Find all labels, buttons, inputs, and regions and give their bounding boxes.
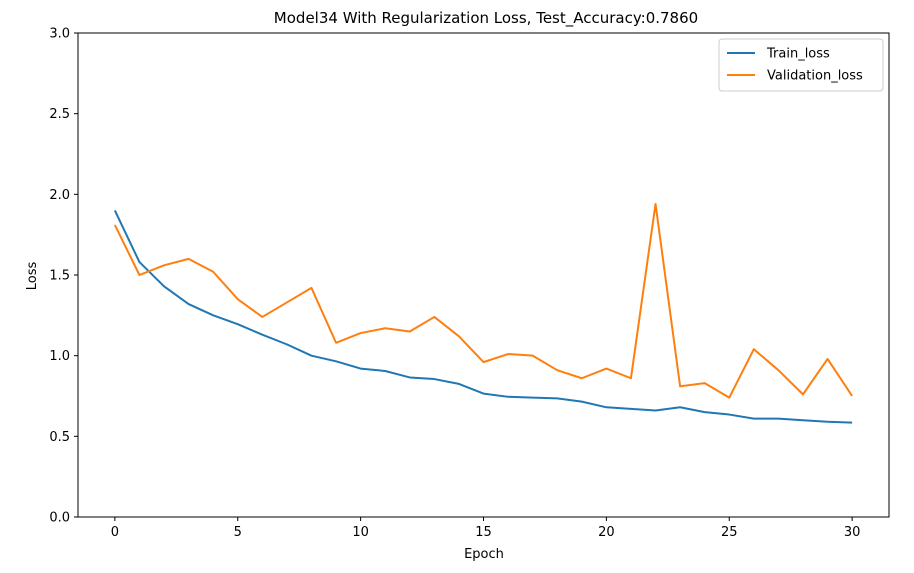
x-tick-label: 20	[598, 525, 615, 540]
series-line-validation-loss	[113, 203, 853, 399]
legend-label: Validation_loss	[767, 69, 863, 84]
plot-frame	[77, 32, 890, 518]
y-axis-label: Loss	[25, 262, 40, 291]
chart-title: Model34 With Regularization Loss, Test_A…	[274, 9, 698, 28]
x-tick-label: 10	[352, 525, 369, 540]
y-tick-label: 0.0	[49, 511, 70, 526]
x-tick-label: 25	[721, 525, 738, 540]
y-tick-label: 3.0	[49, 27, 70, 42]
x-tick-label: 15	[475, 525, 492, 540]
y-tick-label: 0.5	[49, 430, 70, 445]
legend: Train_loss Validation_loss	[718, 38, 884, 92]
x-axis-label: Epoch	[464, 547, 504, 562]
series-layer	[113, 203, 853, 424]
legend-label: Train_loss	[766, 47, 830, 62]
y-tick-label: 1.5	[49, 269, 70, 284]
axis-ticks: 0 5 10 15 20 25 30 0.0 0.5 1.0 1.5 2.0 2.5 3.0	[49, 27, 860, 541]
series-line-train-loss	[113, 210, 853, 424]
legend-box	[718, 38, 884, 92]
x-tick-label: 30	[844, 525, 861, 540]
x-tick-label: 5	[234, 525, 242, 540]
y-tick-label: 2.5	[49, 107, 70, 122]
y-tick-label: 1.0	[49, 349, 70, 364]
x-tick-label: 0	[111, 525, 119, 540]
y-tick-label: 2.0	[49, 188, 70, 203]
